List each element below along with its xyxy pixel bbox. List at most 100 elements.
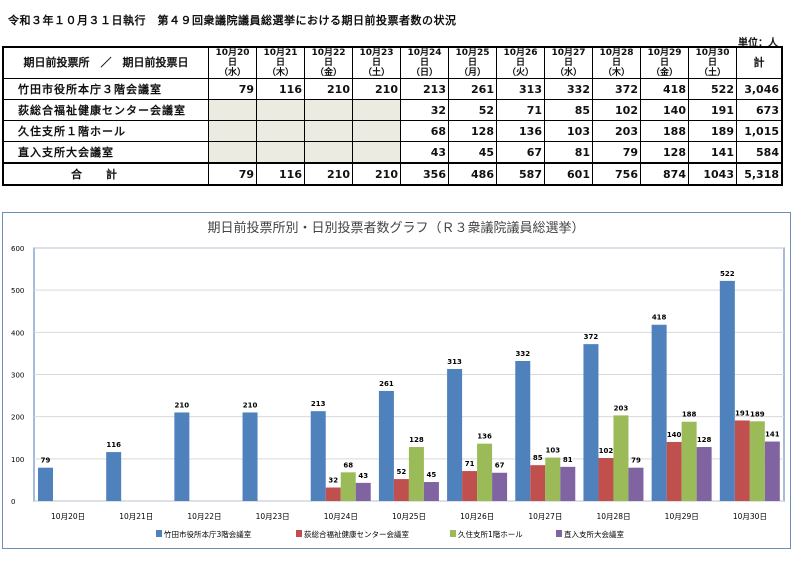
date-label: 10月24日: [407, 48, 442, 68]
total-cell: 874: [640, 162, 689, 186]
date-header: 10月23日 （土）: [352, 46, 401, 79]
legend-label: 竹田市役所本庁3階会議室: [164, 529, 252, 539]
count-cell: [208, 99, 257, 121]
bar: [325, 487, 341, 501]
bar: [719, 280, 735, 501]
table-row: 直入支所大会議室 43 45 67 81 79 128 141 584: [2, 141, 783, 164]
count-cell: 136: [496, 120, 545, 142]
x-tick-label: 10月30日: [733, 512, 767, 521]
count-cell: [352, 141, 401, 164]
weekday-label: （月）: [458, 68, 486, 78]
count-cell: 128: [640, 141, 689, 164]
data-label: 103: [545, 447, 560, 455]
count-cell: 203: [592, 120, 641, 142]
y-tick-label: 400: [11, 329, 24, 337]
data-label: 43: [358, 472, 368, 480]
y-tick-label: 100: [11, 456, 24, 464]
count-cell: [304, 99, 353, 121]
bar: [408, 447, 424, 501]
data-label: 213: [311, 400, 326, 408]
weekday-label: （日）: [410, 68, 438, 78]
data-label: 67: [495, 462, 505, 470]
bar: [598, 457, 614, 501]
grand-total: 5,318: [736, 162, 783, 186]
bar: [613, 415, 629, 501]
count-cell: 79: [208, 78, 257, 100]
count-cell: [256, 120, 305, 142]
x-tick-label: 10月29日: [665, 512, 699, 521]
count-cell: 140: [640, 99, 689, 121]
legend-label: 直入支所大会議室: [564, 529, 624, 539]
bar: [583, 344, 599, 501]
bar: [447, 369, 463, 501]
date-label: 10月27日: [551, 48, 586, 68]
bar: [310, 411, 326, 501]
bar: [423, 482, 439, 501]
chart-svg: 期日前投票所別・日別投票者数グラフ（Ｒ３衆議院議員総選挙） 0 100 200 300 4…: [11, 220, 785, 539]
data-label: 372: [584, 333, 599, 341]
data-label: 45: [427, 471, 437, 479]
count-cell: [208, 120, 257, 142]
bar: [106, 452, 122, 501]
chart-title: 期日前投票所別・日別投票者数グラフ（Ｒ３衆議院議員総選挙）: [207, 220, 584, 236]
total-cell: 1043: [688, 162, 737, 186]
site-name: 竹田市役所本庁３階会議室: [2, 78, 209, 100]
corner-header: 期日前投票所 ／ 期日前投票日: [2, 46, 209, 79]
x-tick-label: 10月24日: [324, 512, 358, 521]
date-header: 10月21日 （木）: [256, 46, 305, 79]
data-label: 313: [447, 358, 462, 366]
site-name: 荻総合福祉健康センター会議室: [2, 99, 209, 121]
count-cell: 43: [400, 141, 449, 164]
bar: [515, 361, 531, 501]
data-label: 102: [599, 447, 614, 455]
total-cell: 79: [208, 162, 257, 186]
y-tick-label: 300: [11, 372, 24, 380]
data-label: 191: [735, 409, 750, 417]
date-label: 10月29日: [647, 48, 682, 68]
bar: [651, 324, 667, 501]
table-row: 荻総合福祉健康センター会議室 32 52 71 85 102 140 191 673: [2, 99, 783, 121]
data-label: 188: [682, 411, 697, 419]
document-title: 令和３年１０月３１日執行 第４９回衆議院議員総選挙における期日前投票者数の状況: [8, 14, 457, 27]
legend-label: 荻総合福祉健康センター会議室: [304, 529, 409, 539]
data-label: 203: [614, 404, 629, 412]
count-cell: 67: [496, 141, 545, 164]
count-cell: 522: [688, 78, 737, 100]
data-label: 85: [533, 454, 543, 462]
y-tick-label: 600: [11, 245, 24, 253]
bar: [681, 421, 697, 501]
date-label: 10月20日: [215, 48, 250, 68]
data-label: 79: [41, 457, 51, 465]
data-label: 68: [343, 461, 353, 469]
count-cell: 188: [640, 120, 689, 142]
date-header: 10月29日 （金）: [640, 46, 689, 79]
date-label: 10月22日: [311, 48, 346, 68]
total-cell: 356: [400, 162, 449, 186]
data-label: 332: [515, 350, 530, 358]
count-cell: 372: [592, 78, 641, 100]
bar: [628, 467, 644, 501]
data-label: 189: [750, 410, 765, 418]
count-cell: 45: [448, 141, 497, 164]
data-label: 522: [720, 270, 735, 278]
data-label: 210: [243, 401, 258, 409]
weekday-label: （木）: [266, 68, 294, 78]
data-label: 128: [697, 436, 712, 444]
count-cell: 261: [448, 78, 497, 100]
data-label: 116: [106, 441, 121, 449]
data-label: 128: [409, 436, 424, 444]
date-header: 10月30日 （土）: [688, 46, 737, 79]
count-cell: [208, 141, 257, 164]
bar: [764, 441, 780, 501]
weekday-label: （土）: [362, 68, 390, 78]
count-cell: 81: [544, 141, 593, 164]
x-tick-label: 10月21日: [119, 512, 153, 521]
total-cell: 587: [496, 162, 545, 186]
data-label: 79: [631, 457, 641, 465]
count-cell: [304, 141, 353, 164]
site-name: 久住支所１階ホール: [2, 120, 209, 142]
count-cell: [352, 99, 401, 121]
date-label: 10月28日: [599, 48, 634, 68]
x-tick-label: 10月25日: [392, 512, 426, 521]
table-row: 竹田市役所本庁３階会議室 79 116 210 210 213 261 313 332 372 41…: [2, 78, 783, 100]
